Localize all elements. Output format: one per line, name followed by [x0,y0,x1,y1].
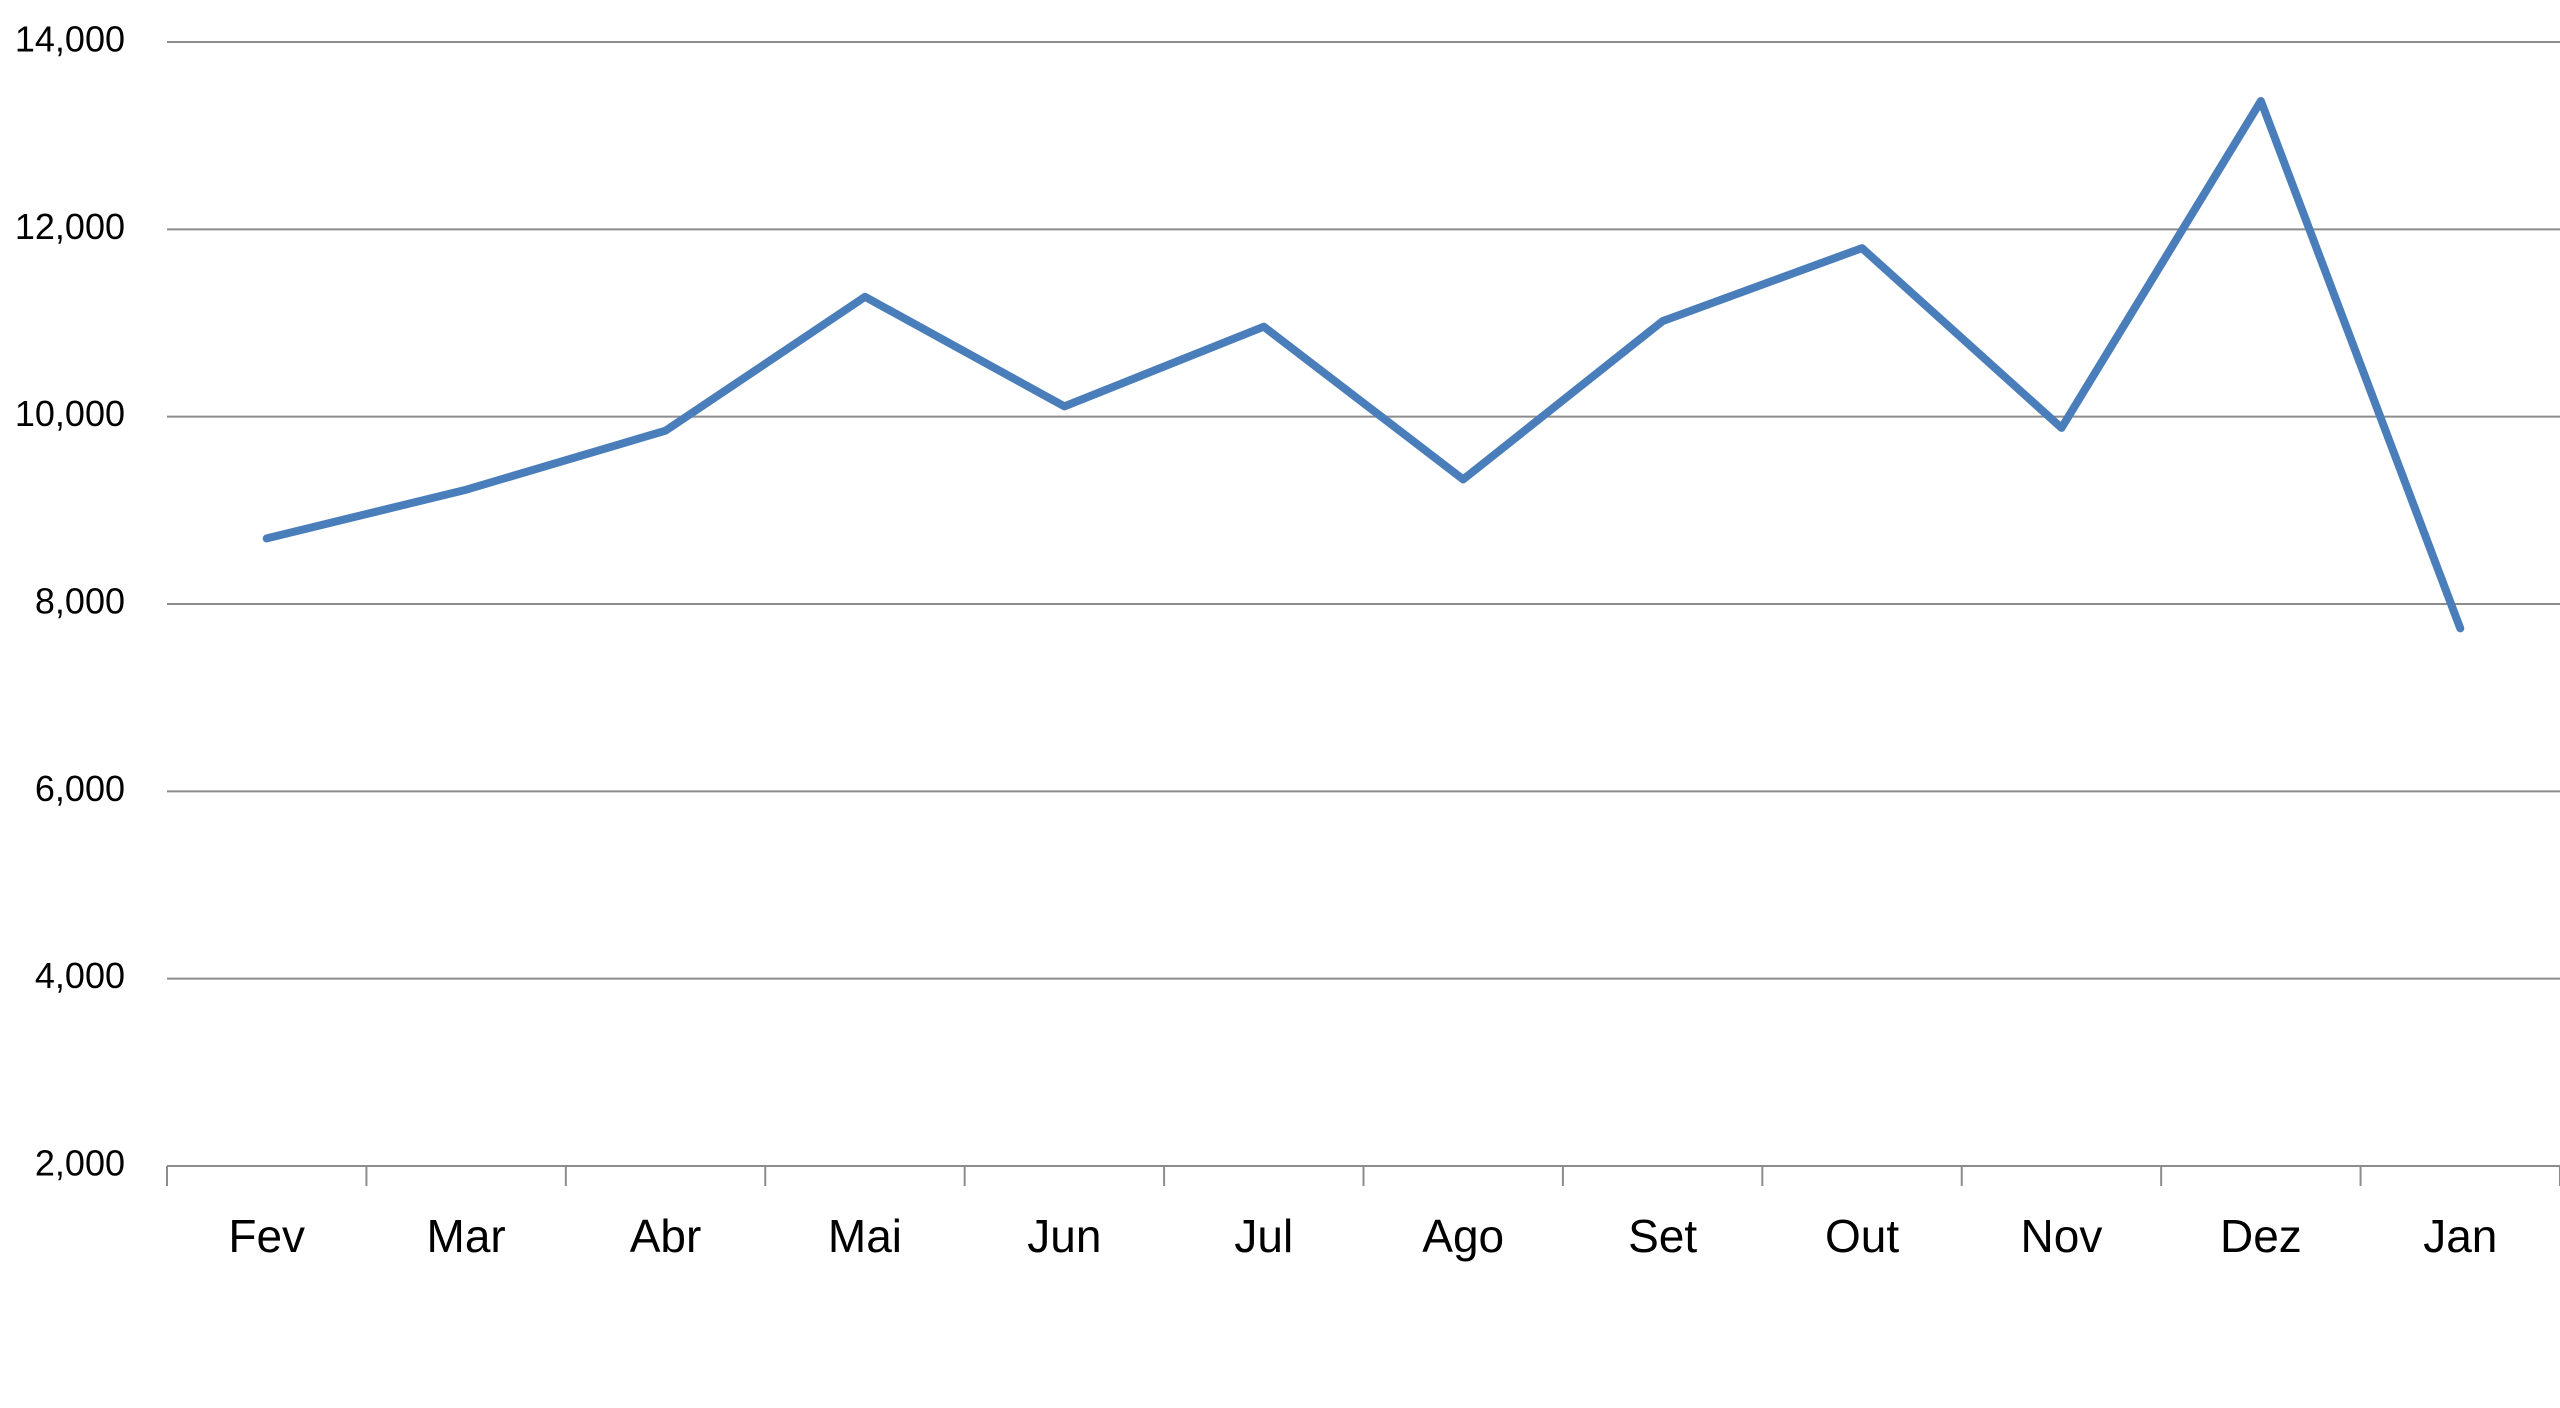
data-line [262,97,2465,633]
y-tick-label: 12,000 [15,206,125,247]
y-tick-label: 8,000 [35,581,125,622]
x-tick-label: Mar [427,1210,506,1262]
x-tick-label: Jul [1234,1210,1293,1262]
x-tick-label: Fev [228,1210,305,1262]
x-tick-label: Mai [828,1210,902,1262]
y-tick-label: 2,000 [35,1143,125,1184]
x-tick-label: Set [1628,1210,1697,1262]
x-tick-label: Ago [1422,1210,1504,1262]
x-tick-label: Nov [2021,1210,2103,1262]
x-tick-label: Dez [2220,1210,2302,1262]
x-tick-label: Abr [630,1210,702,1262]
y-tick-label: 14,000 [15,19,125,60]
y-tick-label: 6,000 [35,768,125,809]
y-tick-label: 10,000 [15,393,125,434]
x-tick-label: Jan [2423,1210,2497,1262]
x-tick-label: Out [1825,1210,1899,1262]
x-tick-label: Jun [1027,1210,1101,1262]
y-tick-label: 4,000 [35,955,125,996]
